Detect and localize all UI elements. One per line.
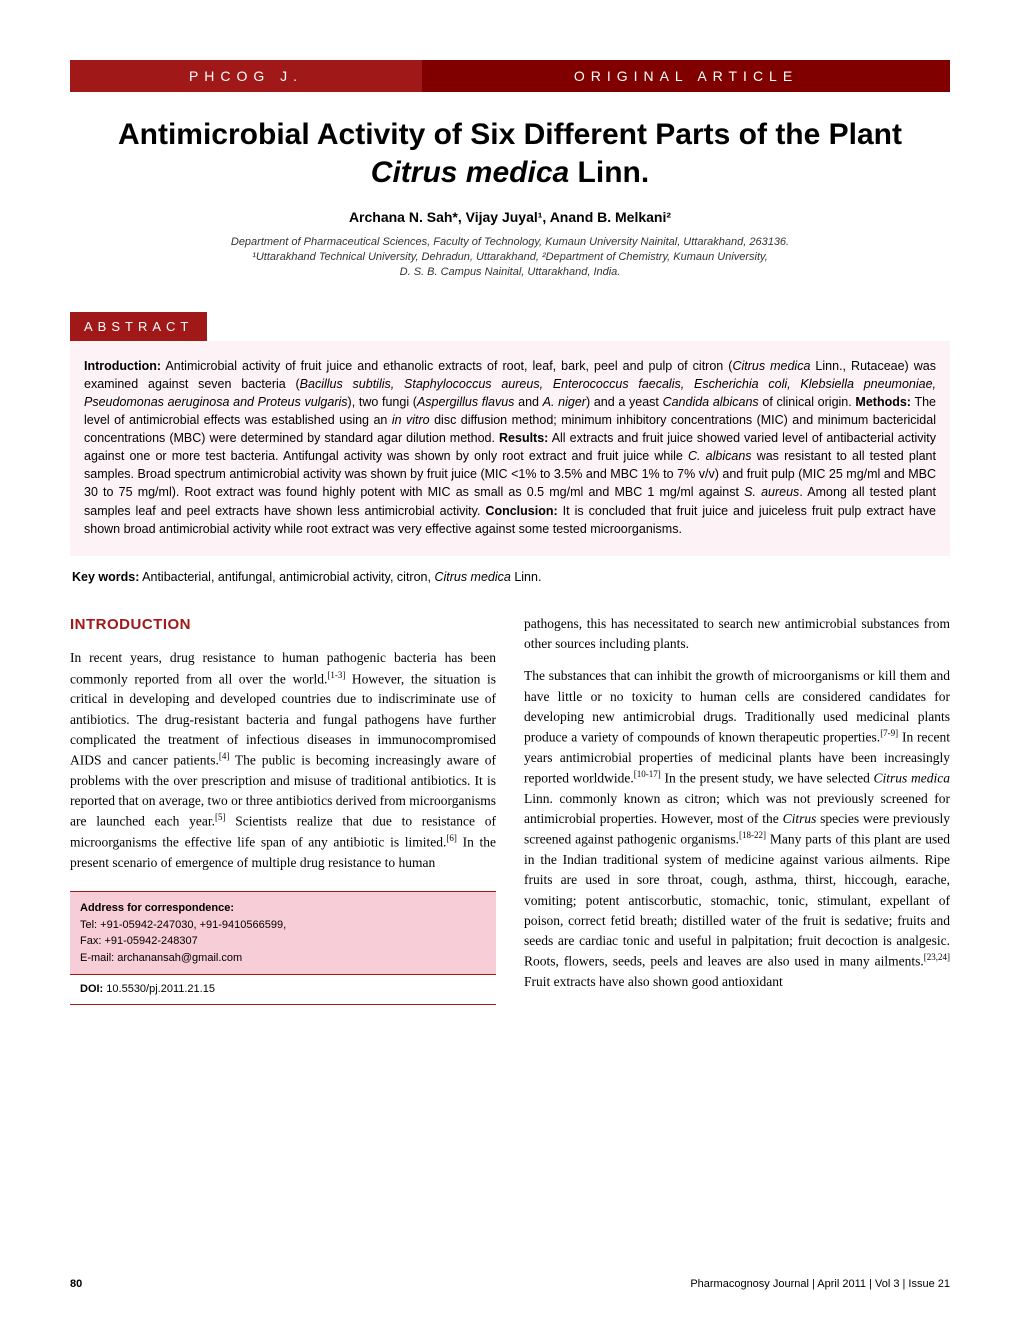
citation-ref: [7-9]: [880, 728, 898, 738]
affiliation-line: Department of Pharmaceutical Sciences, F…: [231, 236, 789, 248]
title-line1: Antimicrobial Activity of Six Different …: [118, 118, 902, 151]
body-text: Fruit extracts have also shown good anti…: [524, 974, 783, 989]
affiliation-line: D. S. B. Campus Nainital, Uttarakhand, I…: [400, 266, 621, 278]
keywords-suffix: Linn.: [511, 570, 542, 584]
title-species: Citrus medica: [371, 156, 569, 189]
correspondence-label: Address for correspondence:: [80, 902, 234, 914]
abstract-species: Aspergillus flavus: [417, 395, 514, 409]
citation-ref: [23,24]: [924, 952, 950, 962]
correspondence-email: E-mail: archanansah@gmail.com: [80, 952, 242, 964]
journal-abbrev: PHCOG J.: [70, 60, 422, 92]
affiliation-line: ¹Uttarakhand Technical University, Dehra…: [252, 251, 768, 263]
body-species: Citrus: [783, 811, 817, 826]
abstract-species: Candida albicans: [663, 395, 759, 409]
left-column: INTRODUCTION In recent years, drug resis…: [70, 614, 496, 1005]
abstract-text: Antimicrobial activity of fruit juice an…: [161, 359, 732, 373]
page-number: 80: [70, 1278, 82, 1290]
title-suffix: Linn.: [569, 156, 649, 189]
abstract-methods-label: Methods:: [855, 395, 911, 409]
authors: Archana N. Sah*, Vijay Juyal¹, Anand B. …: [70, 209, 950, 225]
abstract-intro-label: Introduction:: [84, 359, 161, 373]
citation-ref: [6]: [446, 833, 457, 843]
abstract-species: Citrus medica: [732, 359, 810, 373]
intro-paragraph-cont: pathogens, this has necessitated to sear…: [524, 614, 950, 655]
doi-value: 10.5530/pj.2011.21.15: [103, 983, 215, 995]
article-title: Antimicrobial Activity of Six Different …: [70, 116, 950, 191]
abstract-species: S. aureus: [744, 485, 799, 499]
abstract-box: Introduction: Antimicrobial activity of …: [70, 341, 950, 556]
keywords: Key words: Antibacterial, antifungal, an…: [70, 570, 950, 584]
citation-ref: [1-3]: [327, 670, 345, 680]
abstract-italic: in vitro: [392, 413, 430, 427]
intro-paragraph: The substances that can inhibit the grow…: [524, 666, 950, 992]
body-text: In the present study, we have selected: [661, 771, 874, 786]
correspondence-box: Address for correspondence: Tel: +91-059…: [70, 891, 496, 975]
journal-header-bar: PHCOG J. ORIGINAL ARTICLE: [70, 60, 950, 92]
page-footer: 80 Pharmacognosy Journal | April 2011 | …: [70, 1278, 950, 1290]
affiliations: Department of Pharmaceutical Sciences, F…: [70, 235, 950, 280]
citation-ref: [10-17]: [634, 769, 661, 779]
keywords-species: Citrus medica: [434, 570, 510, 584]
correspondence-tel: Tel: +91-05942-247030, +91-9410566599,: [80, 919, 286, 931]
abstract-text: of clinical origin.: [759, 395, 856, 409]
abstract-results-label: Results:: [499, 431, 548, 445]
abstract-species: A. niger: [543, 395, 586, 409]
introduction-heading: INTRODUCTION: [70, 614, 496, 637]
abstract-text: ) and a yeast: [586, 395, 663, 409]
doi-label: DOI:: [80, 983, 103, 995]
keywords-label: Key words:: [72, 570, 139, 584]
abstract-text: and: [514, 395, 542, 409]
keywords-text: Antibacterial, antifungal, antimicrobial…: [139, 570, 434, 584]
abstract-species: C. albicans: [688, 449, 752, 463]
intro-paragraph: In recent years, drug resistance to huma…: [70, 648, 496, 873]
citation-ref: [18-22]: [739, 830, 766, 840]
doi-line: DOI: 10.5530/pj.2011.21.15: [70, 975, 496, 1005]
article-type: ORIGINAL ARTICLE: [422, 60, 950, 92]
abstract-text: ), two fungi (: [348, 395, 417, 409]
abstract-conclusion-label: Conclusion:: [485, 504, 557, 518]
journal-citation: Pharmacognosy Journal | April 2011 | Vol…: [690, 1278, 950, 1290]
body-text: Many parts of this plant are used in the…: [524, 832, 950, 969]
right-column: pathogens, this has necessitated to sear…: [524, 614, 950, 1005]
body-species: Citrus medica: [874, 771, 950, 786]
citation-ref: [4]: [219, 751, 230, 761]
body-columns: INTRODUCTION In recent years, drug resis…: [70, 614, 950, 1005]
citation-ref: [5]: [215, 812, 226, 822]
abstract-label: ABSTRACT: [70, 312, 207, 341]
correspondence-fax: Fax: +91-05942-248307: [80, 935, 198, 947]
